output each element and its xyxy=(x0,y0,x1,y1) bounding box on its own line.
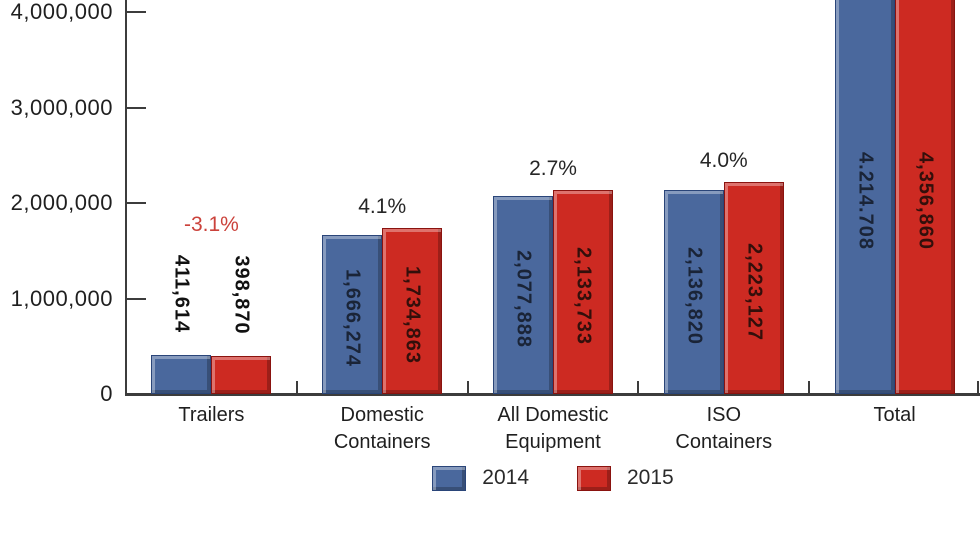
x-axis-label-domestic-containers: Domestic Containers xyxy=(333,404,431,453)
legend-label-2015: 2015 xyxy=(627,466,674,489)
x-boundary-tick-1 xyxy=(295,381,298,394)
value-label-2014-total: 4.214.708 xyxy=(854,152,877,250)
legend-item-2015: 2015 xyxy=(577,465,674,491)
bar-2015-total xyxy=(894,0,955,394)
value-label-2015-trailers: 398,870 xyxy=(230,255,253,335)
bar-2015-trailers xyxy=(211,355,272,394)
x-boundary-tick-5 xyxy=(977,381,979,394)
bar-2014-domestic-containers xyxy=(322,234,383,394)
bar-2014-total xyxy=(834,0,895,394)
value-label-2014-trailers: 411,614 xyxy=(170,254,193,333)
x-axis-label-trailers: Trailers xyxy=(178,404,245,426)
x-axis-line xyxy=(125,393,980,396)
y-axis-label-3000000: 3,000,000 xyxy=(10,94,113,120)
x-boundary-tick-3 xyxy=(637,381,640,394)
value-label-2015-domestic-containers: 1,734,863 xyxy=(401,266,424,365)
bar-2015-iso-containers xyxy=(723,181,784,394)
bar-2014-all-domestic-equipment xyxy=(493,195,553,394)
legend-label-2014: 2014 xyxy=(482,466,529,489)
x-axis-label-all-domestic-equipment: All Domestic Equipment xyxy=(497,404,609,453)
y-axis-line xyxy=(125,0,127,396)
legend-swatch-2014 xyxy=(432,465,467,491)
pct-change-label-all-domestic-equipment: 2.7% xyxy=(529,157,577,181)
y-axis-label-2000000: 2,000,000 xyxy=(10,190,113,215)
bar-2015-domestic-containers xyxy=(382,228,443,394)
legend: 2014 2015 xyxy=(126,462,980,494)
legend-swatch-2015 xyxy=(577,465,611,491)
legend-item-2014: 2014 xyxy=(432,465,529,491)
pct-change-label-trailers: -3.1% xyxy=(183,212,239,236)
value-label-2015-iso-containers: 2,223,127 xyxy=(743,242,766,341)
bar-2014-iso-containers xyxy=(663,189,724,394)
pct-change-label-domestic-containers: 4.1% xyxy=(358,195,407,219)
pct-change-label-iso-containers: 4.0% xyxy=(699,148,748,172)
bar-2014-trailers xyxy=(151,354,212,394)
y-tick-1000000 xyxy=(126,297,146,300)
y-axis-label-1000000: 1,000,000 xyxy=(10,285,113,311)
value-label-2014-iso-containers: 2,136,820 xyxy=(683,246,706,345)
y-tick-3000000 xyxy=(126,106,146,109)
x-boundary-tick-2 xyxy=(466,381,469,394)
y-axis-label-0: 0 xyxy=(100,381,113,406)
value-label-2014-all-domestic-equipment: 2,077,888 xyxy=(512,249,535,348)
x-axis-label-total: Total xyxy=(873,404,916,426)
x-axis-label-iso-containers: ISO Containers xyxy=(675,404,773,453)
value-label-2015-all-domestic-equipment: 2,133,733 xyxy=(572,247,595,346)
x-boundary-tick-4 xyxy=(808,381,811,394)
bar-2015-all-domestic-equipment xyxy=(553,190,613,394)
y-tick-4000000 xyxy=(126,11,146,13)
y-tick-2000000 xyxy=(126,202,146,204)
y-axis-label-4000000: 4,000,000 xyxy=(10,0,113,24)
value-label-2015-total: 4,356,860 xyxy=(914,152,937,250)
value-label-2014-domestic-containers: 1,666,274 xyxy=(341,269,364,368)
